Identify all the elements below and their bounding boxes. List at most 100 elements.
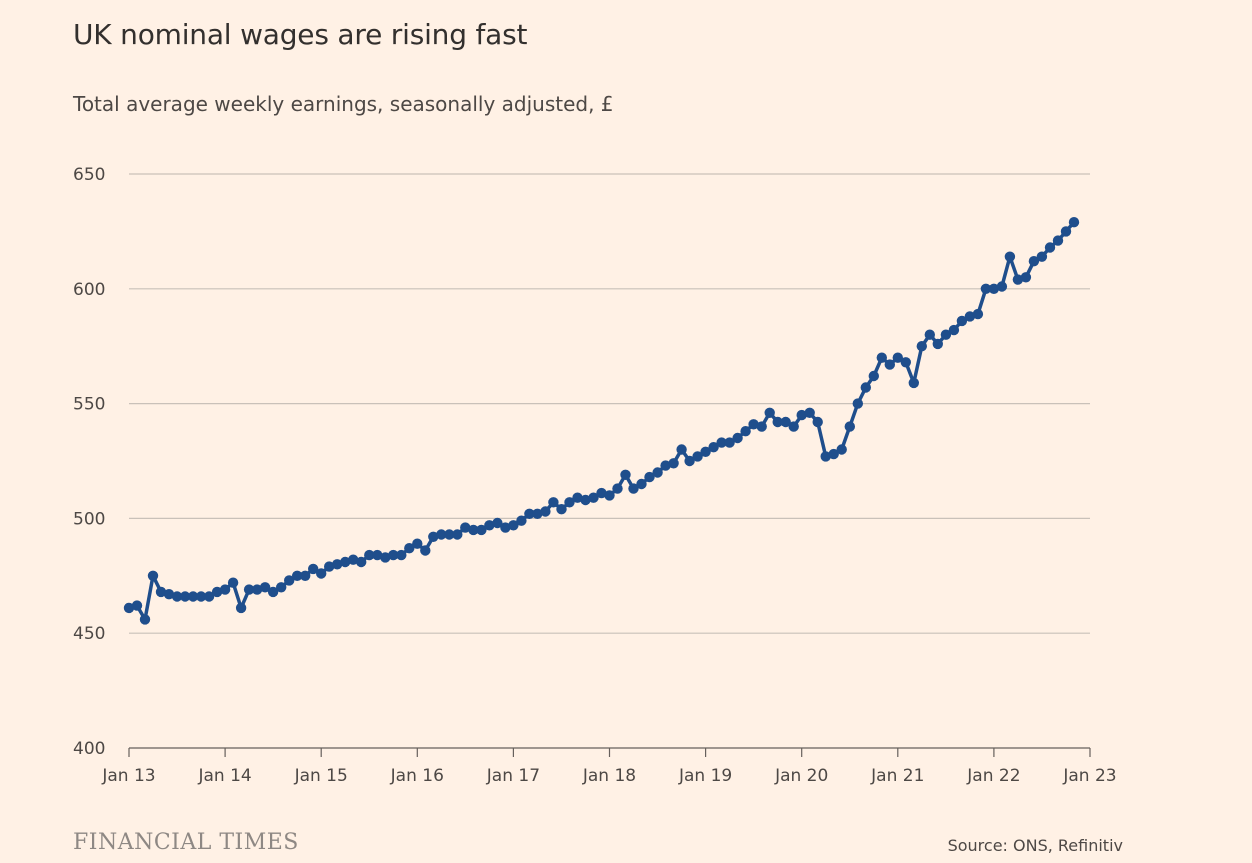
chart-subtitle: Total average weekly earnings, seasonall… [73, 92, 614, 116]
x-tick-label: Jan 21 [870, 766, 924, 786]
data-point [932, 338, 943, 350]
data-point [348, 554, 359, 565]
data-point [1028, 256, 1040, 267]
data-point [308, 563, 319, 575]
data-point [1052, 235, 1064, 246]
data-point [276, 582, 287, 593]
data-point [908, 377, 919, 389]
data-point [428, 531, 439, 542]
chart-title: UK nominal wages are rising fast [73, 18, 528, 51]
data-point [171, 591, 183, 602]
data-point [740, 426, 751, 437]
data-point [516, 515, 527, 526]
data-point [620, 469, 631, 480]
data-point [836, 444, 847, 455]
data-point [508, 520, 519, 531]
data-point [300, 570, 311, 581]
x-tick-label: Jan 20 [774, 766, 828, 786]
x-tick-label: Jan 14 [197, 766, 251, 786]
data-point [163, 589, 175, 600]
data-point [684, 455, 695, 467]
data-point [796, 409, 807, 421]
data-point [972, 308, 984, 320]
data-point [436, 529, 447, 540]
ft-logo: FINANCIAL TIMES [73, 830, 299, 855]
data-point [187, 591, 199, 602]
x-tick-label: Jan 19 [678, 766, 732, 786]
data-point [1004, 251, 1016, 262]
y-tick-label: 500 [73, 509, 105, 529]
data-point [131, 600, 143, 611]
data-point [676, 444, 687, 455]
data-point [956, 315, 968, 327]
data-point [243, 584, 255, 595]
data-point [852, 398, 863, 409]
data-point [548, 497, 559, 508]
data-point [860, 382, 871, 393]
data-point [596, 487, 607, 499]
data-point [524, 508, 535, 519]
data-point [732, 432, 743, 444]
data-point [756, 421, 767, 432]
y-tick-label: 550 [73, 395, 105, 415]
data-point [748, 419, 759, 430]
y-tick-label: 650 [73, 165, 105, 185]
x-tick-label: Jan 17 [486, 766, 540, 786]
data-point [316, 568, 327, 579]
series-line [128, 221, 1076, 622]
data-point [235, 602, 247, 614]
x-tick-label: Jan 16 [390, 766, 444, 786]
data-point [259, 582, 271, 593]
data-point [812, 416, 823, 428]
x-tick-label: Jan 18 [582, 766, 636, 786]
data-point [820, 451, 831, 462]
y-tick-label: 400 [73, 739, 105, 759]
data-point [788, 421, 799, 432]
data-point [211, 586, 223, 598]
data-point [964, 311, 976, 322]
data-point [564, 497, 575, 508]
data-point [476, 524, 487, 536]
data-point [404, 543, 415, 554]
data-point [532, 508, 543, 519]
data-point [892, 352, 903, 363]
data-point [708, 442, 719, 453]
data-point [804, 407, 815, 418]
data-point [1036, 251, 1048, 262]
data-point [1020, 272, 1032, 283]
data-point [580, 494, 591, 506]
data-point [251, 584, 263, 595]
data-point [219, 584, 231, 595]
data-point [460, 522, 471, 533]
data-point [203, 591, 215, 602]
data-point [396, 549, 407, 561]
data-point [652, 467, 663, 478]
data-point [540, 506, 551, 517]
data-point [356, 556, 367, 568]
data-point [876, 352, 887, 363]
data-point [988, 283, 1000, 294]
data-point [388, 549, 399, 561]
data-point [340, 556, 351, 568]
data-point [324, 561, 335, 572]
data-point [179, 591, 191, 602]
data-point [139, 614, 151, 625]
data-point [1012, 274, 1024, 285]
data-point [828, 448, 839, 460]
data-point [916, 341, 927, 352]
data-point [420, 545, 431, 556]
data-point [628, 483, 639, 494]
data-point [452, 529, 463, 540]
data-point [492, 517, 503, 529]
data-point [147, 570, 159, 581]
y-tick-label: 600 [73, 280, 105, 300]
data-point [468, 524, 479, 536]
data-point [924, 329, 935, 340]
data-point [692, 451, 703, 462]
data-point [884, 359, 895, 370]
data-point [267, 586, 279, 598]
x-tick-label: Jan 13 [101, 766, 155, 786]
data-point [284, 575, 295, 586]
data-point [668, 458, 679, 469]
